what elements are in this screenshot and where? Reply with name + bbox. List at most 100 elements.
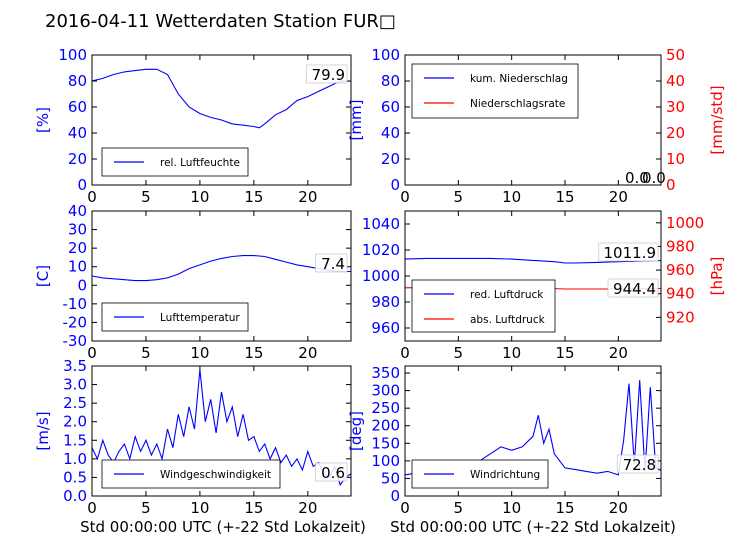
x-tick-label: 15 (244, 499, 263, 517)
y-tick-label: 1000 (362, 267, 400, 285)
x-tick-label: 5 (141, 499, 151, 517)
y-axis-label: [%] (34, 107, 52, 133)
y2-tick-label: 960 (666, 261, 695, 279)
value-label: 0.6 (321, 464, 345, 482)
y-axis-label: [C] (34, 265, 52, 287)
series-line-1 (92, 68, 351, 129)
x-tick-label: 0 (87, 188, 97, 206)
y-tick-label: 10 (68, 258, 87, 276)
x-tick-label: 10 (502, 344, 521, 362)
y-tick-label: 150 (371, 434, 400, 452)
y2-tick-label: 940 (666, 285, 695, 303)
value-label: 7.4 (321, 255, 345, 273)
y-tick-label: 50 (381, 469, 400, 487)
y-tick-label: 1.5 (63, 431, 87, 449)
chart-panel-2: 0 5 10 15 20 0 20 40 60 80 100 0 10 20 30 40 50 [mm] [mm/s… (347, 46, 726, 206)
value-label: 79.9 (312, 66, 345, 84)
chart-panel-5: 0 5 10 15 20 0.00.51.01.52.02.53.03.5 [m/s] Win… (34, 357, 352, 517)
x-tick-label: 10 (190, 344, 209, 362)
legend-label: kum. Niederschlag (470, 73, 568, 85)
y-tick-label: 40 (381, 124, 400, 142)
x-tick-label: 5 (454, 499, 464, 517)
x-axis-label-right: Std 00:00:00 UTC (+-22 Std Lokalzeit) (390, 518, 676, 536)
series-line-1 (405, 257, 661, 264)
y-tick-label: 100 (371, 452, 400, 470)
x-tick-label: 15 (555, 344, 574, 362)
y-tick-label: 20 (68, 239, 87, 257)
x-tick-label: 10 (190, 188, 209, 206)
chart-panel-4: 0 5 10 15 20 960 980 1000 1020 1040 920 940 960 980 10… (362, 210, 726, 362)
x-tick-label: 15 (555, 499, 574, 517)
plot-frame (91, 365, 352, 497)
y-tick-label: 100 (58, 46, 87, 64)
value-label-box (315, 253, 348, 273)
y-tick-label: -20 (63, 313, 88, 331)
value-label: 944.4 (613, 280, 656, 298)
legend-label: abs. Luftdruck (470, 314, 546, 326)
value-label: 0.0 (642, 169, 666, 187)
value-label: 72.8 (623, 456, 656, 474)
y2-tick-label: 30 (666, 98, 685, 116)
y2-tick-label: 0 (666, 176, 676, 194)
y2-tick-label: 10 (666, 150, 685, 168)
x-tick-label: 5 (141, 188, 151, 206)
y-tick-label: 3.5 (63, 357, 87, 375)
value-label-box (616, 454, 659, 474)
y-tick-label: 1020 (362, 241, 400, 259)
y-tick-label: 0.5 (63, 468, 87, 486)
legend-label: rel. Luftfeuchte (160, 157, 240, 169)
x-tick-label: 10 (502, 188, 521, 206)
y-tick-label: 20 (381, 150, 400, 168)
y-tick-label: 2.0 (63, 413, 87, 431)
x-tick-label: 0 (87, 344, 97, 362)
y-tick-label: 40 (68, 124, 87, 142)
y-tick-label: 1.0 (63, 450, 87, 468)
figure-title: 2016-04-11 Wetterdaten Station FUR□ (45, 11, 396, 32)
value-label-box (315, 462, 348, 482)
y-tick-label: 350 (371, 364, 400, 382)
y2-axis-label: [mm/std] (708, 85, 726, 154)
y-tick-label: 2.5 (63, 394, 87, 412)
y-axis-label: [m/s] (34, 411, 52, 450)
value-label: 0.0 (625, 169, 649, 187)
x-tick-label: 5 (454, 344, 464, 362)
y-axis-label: [mm] (347, 100, 365, 141)
plot-frame (404, 54, 662, 186)
x-tick-label: 20 (609, 499, 628, 517)
chart-panel-6: 0 5 10 15 20050100150200250300350[deg]Windri… (347, 364, 662, 517)
x-tick-label: 10 (190, 499, 209, 517)
chart-panel-1: 0 5 10 15 20 0 20 40 60 80 100 [%] rel. Luftfeuchte 7… (34, 46, 352, 206)
value-label-box (607, 278, 659, 298)
y-tick-label: 0 (390, 487, 400, 505)
plot-frame (91, 54, 352, 186)
y2-axis-label: [hPa] (708, 257, 726, 296)
legend-label: Niederschlagsrate (470, 98, 565, 110)
x-tick-label: 10 (502, 499, 521, 517)
y2-tick-label: 50 (666, 46, 685, 64)
legend-label: red. Luftdruck (470, 289, 544, 301)
y2-tick-label: 20 (666, 124, 685, 142)
y-tick-label: 30 (68, 221, 87, 239)
y-tick-label: 300 (371, 382, 400, 400)
x-axis-label-left: Std 00:00:00 UTC (+-22 Std Lokalzeit) (80, 518, 366, 536)
y2-tick-label: 40 (666, 72, 685, 90)
y-tick-label: 0 (77, 276, 87, 294)
chart-panel-3: 0 5 10 15 20-30-20-10010203040[C]Lufttempera… (34, 202, 352, 362)
y-tick-label: 20 (68, 150, 87, 168)
x-tick-label: 20 (609, 344, 628, 362)
x-tick-label: 20 (298, 499, 317, 517)
series-line-1 (92, 369, 351, 487)
y-tick-label: 0.0 (63, 487, 87, 505)
x-tick-label: 0 (400, 188, 410, 206)
legend-label: Windrichtung (470, 469, 540, 481)
y-tick-label: 60 (381, 98, 400, 116)
y-axis-label: [deg] (347, 411, 365, 451)
x-tick-label: 15 (244, 344, 263, 362)
y-tick-label: 0 (390, 176, 400, 194)
value-label-box (305, 64, 348, 84)
x-tick-label: 20 (609, 188, 628, 206)
y2-tick-label: 920 (666, 308, 695, 326)
x-tick-label: 15 (244, 188, 263, 206)
y-tick-label: 100 (371, 46, 400, 64)
